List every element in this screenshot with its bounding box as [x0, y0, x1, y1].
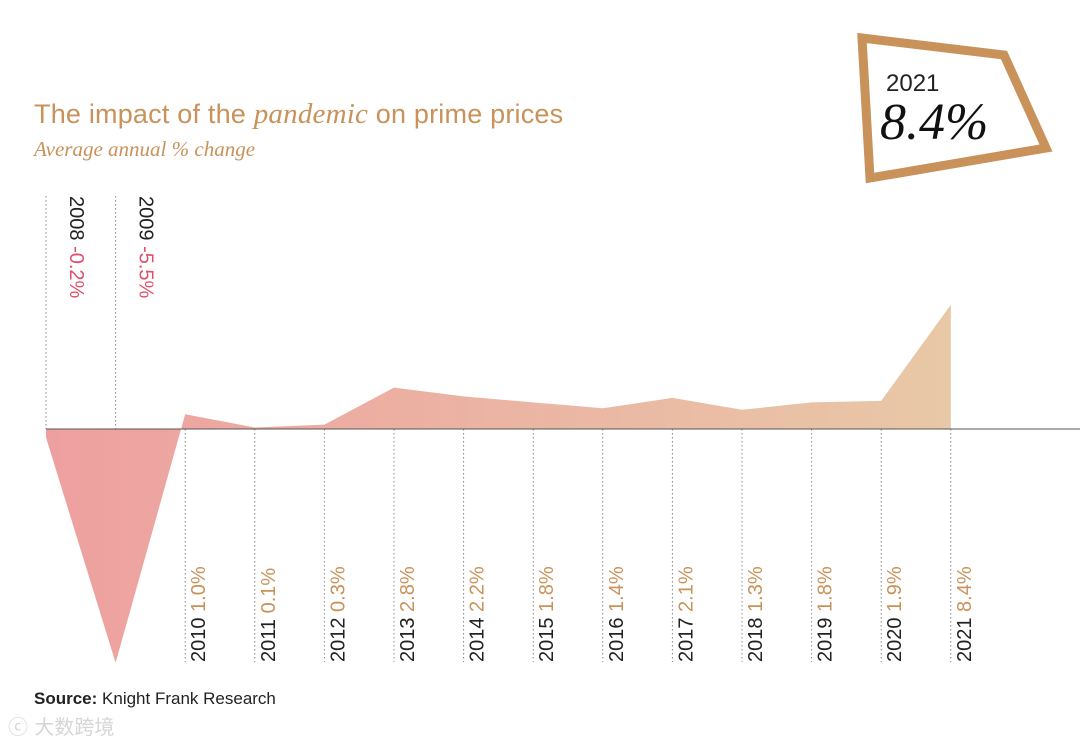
callout-value: 8.4% — [880, 94, 988, 151]
value-label-2008: -0.2% — [65, 246, 87, 298]
value-label-2010: 1.0% — [188, 566, 210, 612]
value-label-2013: 2.8% — [397, 566, 419, 612]
value-label-2017: 2.1% — [675, 566, 697, 612]
data-label-2021: 2021 8.4% — [954, 566, 976, 662]
year-label-2011: 2011 — [258, 613, 280, 662]
title-italic: pandemic — [253, 98, 369, 130]
title-post: on prime prices — [375, 99, 564, 129]
data-label-2011: 2011 0.1% — [258, 568, 280, 662]
value-label-2019: 1.8% — [815, 566, 837, 612]
chart-subtitle: Average annual % change — [34, 137, 256, 161]
watermark-icon: ⓒ — [8, 715, 28, 739]
year-label-2013: 2013 — [397, 612, 419, 662]
callout-year: 2021 — [886, 70, 939, 97]
source-note: Source: Knight Frank Research — [34, 689, 276, 709]
year-label-2016: 2016 — [606, 612, 628, 662]
value-label-2012: 0.3% — [327, 566, 349, 612]
data-label-2019: 2019 1.8% — [815, 566, 837, 662]
title-pre: The impact of the — [34, 99, 247, 129]
watermark-text: 大数跨境 — [34, 715, 115, 739]
data-label-2018: 2018 1.3% — [745, 566, 767, 662]
year-label-2014: 2014 — [467, 612, 489, 662]
title-block: The impact of the pandemic on prime pric… — [34, 98, 563, 162]
value-label-2009: -5.5% — [135, 246, 157, 298]
data-label-2010: 2010 1.0% — [188, 566, 210, 662]
value-label-2016: 1.4% — [606, 566, 628, 612]
value-label-2018: 1.3% — [745, 566, 767, 612]
year-label-2010: 2010 — [188, 612, 210, 662]
data-label-2016: 2016 1.4% — [606, 566, 628, 662]
value-label-2014: 2.2% — [467, 566, 489, 612]
year-label-2009: 2009 — [135, 196, 157, 246]
data-label-2017: 2017 2.1% — [675, 566, 697, 662]
value-label-2021: 8.4% — [954, 566, 976, 612]
data-label-2014: 2014 2.2% — [467, 566, 489, 662]
year-label-2018: 2018 — [745, 612, 767, 662]
data-label-2013: 2013 2.8% — [397, 566, 419, 662]
data-label-2012: 2012 0.3% — [327, 566, 349, 662]
year-label-2020: 2020 — [884, 612, 906, 662]
year-label-2008: 2008 — [65, 196, 87, 246]
source-text: Knight Frank Research — [102, 689, 276, 708]
year-label-2019: 2019 — [815, 612, 837, 662]
data-label-2015: 2015 1.8% — [536, 566, 558, 662]
value-label-2011: 0.1% — [258, 568, 280, 614]
year-label-2015: 2015 — [536, 612, 558, 662]
value-label-2020: 1.9% — [884, 566, 906, 612]
value-label-2015: 1.8% — [536, 566, 558, 612]
chart-title: The impact of the pandemic on prime pric… — [34, 98, 563, 131]
callout-2021: 2021 8.4% — [857, 32, 1053, 184]
year-label-2017: 2017 — [675, 612, 697, 662]
source-label: Source: — [34, 689, 98, 708]
data-label-2020: 2020 1.9% — [884, 566, 906, 662]
data-label-2009: 2009 -5.5% — [135, 196, 157, 299]
data-label-2008: 2008 -0.2% — [65, 196, 87, 299]
year-label-2021: 2021 — [954, 612, 976, 662]
watermark: ⓒ 大数跨境 — [8, 711, 114, 740]
callout-frame — [857, 32, 1053, 184]
year-label-2012: 2012 — [327, 612, 349, 662]
